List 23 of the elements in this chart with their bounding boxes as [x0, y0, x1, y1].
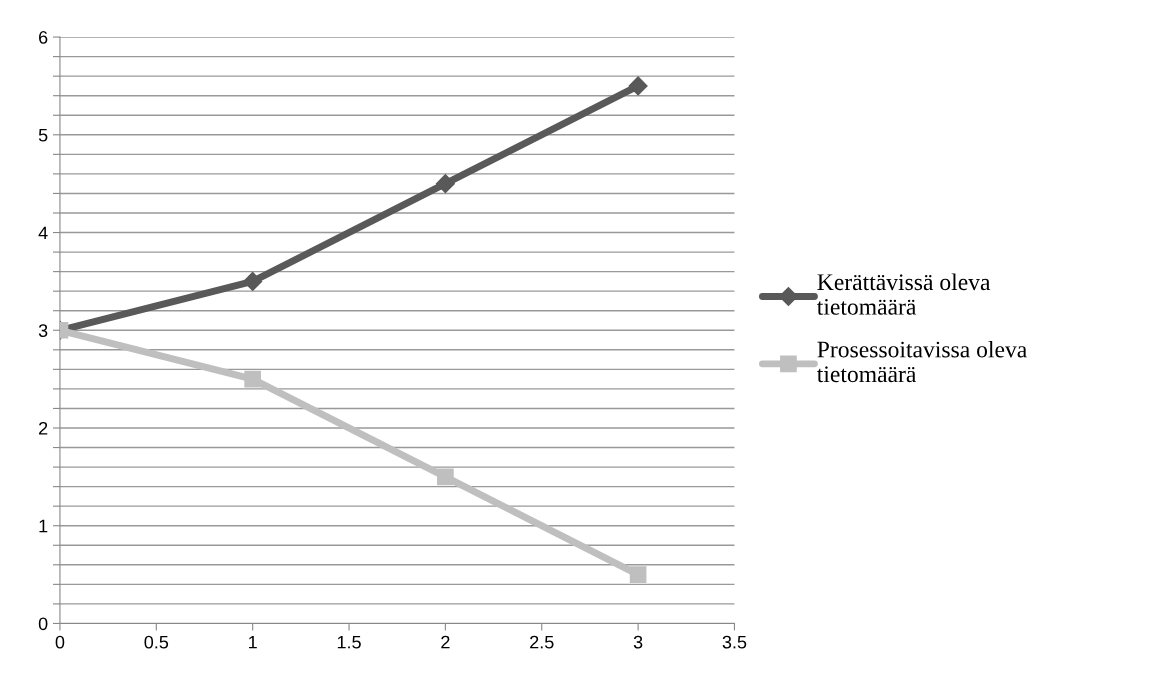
y-tick-label: 3 — [38, 324, 48, 337]
x-tick-label: 1 — [249, 635, 257, 649]
x-tick-label: 0 — [55, 635, 65, 649]
point — [437, 468, 454, 486]
point — [244, 370, 262, 388]
x-tick-label: 2.5 — [530, 635, 554, 649]
y-tick-label: 1 — [39, 519, 48, 533]
y-tick-label: 4 — [38, 226, 48, 240]
y-tick-label: 2 — [39, 421, 48, 435]
x-tick-label: 3.5 — [722, 635, 747, 649]
y-tick-label: 5 — [38, 128, 48, 142]
x-tick-label: 2 — [441, 635, 450, 649]
legend-label: Prosessoitavissa oleva tietomäärä — [816, 340, 1027, 383]
x-tick-label: 1.5 — [337, 635, 361, 649]
y-tick-label: 6 — [39, 31, 48, 44]
point — [243, 271, 263, 291]
x-tick-label: 0.5 — [144, 635, 169, 649]
point — [628, 76, 648, 96]
x-tick-label: 3 — [633, 635, 643, 649]
point — [435, 174, 455, 194]
y-tick-label: 0 — [38, 617, 48, 631]
legend-label: Kerättävissä oleva tietomäärä — [816, 273, 991, 315]
point — [629, 566, 647, 583]
